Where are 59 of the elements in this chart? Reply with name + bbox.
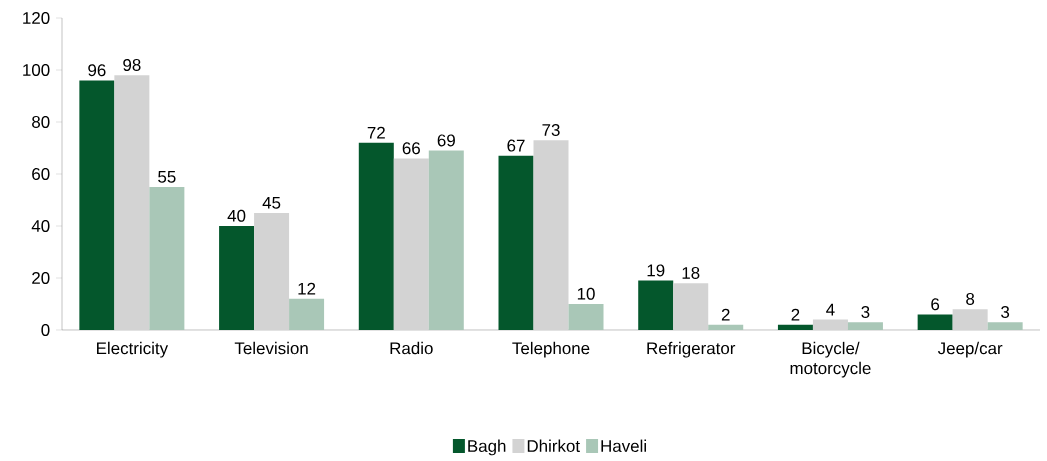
bar (917, 314, 953, 330)
bar (289, 298, 325, 330)
x-tick-label: Electricity (97, 341, 169, 358)
bar (254, 212, 290, 330)
bar (708, 324, 744, 330)
bar (219, 225, 255, 330)
bar (952, 309, 988, 330)
data-label: 66 (402, 142, 420, 155)
y-tick-label: 100 (23, 63, 50, 76)
y-tick-label: 0 (41, 323, 50, 336)
x-tick-label: Television (234, 341, 308, 355)
legend-label: Bagh (468, 439, 506, 456)
x-tick-label: Radio (390, 341, 433, 355)
bar (393, 158, 429, 330)
data-label: 3 (861, 305, 870, 318)
y-tick-label: 40 (31, 219, 50, 232)
bar (568, 303, 604, 330)
x-tick-label: Refrigerator (647, 341, 736, 358)
data-label: 10 (577, 287, 595, 300)
x-tick-label: Bicycle/ motorcycle (790, 341, 871, 378)
bar (812, 319, 848, 330)
legend-label: Dhirkot (527, 439, 580, 453)
data-label: 3 (1001, 305, 1010, 318)
data-label: 40 (227, 209, 246, 222)
bar (498, 155, 534, 330)
y-tick-label: 60 (32, 167, 50, 180)
bar (638, 280, 674, 330)
data-label: 19 (647, 264, 665, 277)
bar (149, 186, 185, 330)
bar (673, 283, 709, 330)
data-label: 18 (682, 266, 700, 279)
data-label: 12 (298, 282, 316, 295)
data-label: 2 (791, 308, 800, 321)
data-label: 2 (721, 308, 730, 321)
x-tick-label: Jeep/car (937, 341, 1003, 358)
y-tick-label: 120 (23, 11, 50, 24)
data-label: 8 (966, 292, 975, 305)
bar (428, 150, 464, 330)
bar (533, 140, 569, 330)
y-tick-label: 80 (32, 115, 50, 128)
data-label: 6 (931, 298, 940, 311)
bar (114, 75, 150, 330)
bar (777, 324, 813, 330)
data-label: 98 (123, 58, 141, 71)
legend-label: Haveli (601, 439, 646, 453)
data-label: 73 (542, 123, 560, 136)
data-label: 69 (437, 134, 455, 147)
data-label: 72 (367, 126, 385, 139)
x-tick-label: Telephone (512, 341, 590, 358)
data-label: 67 (507, 139, 525, 152)
data-label: 55 (158, 170, 176, 183)
bar (987, 322, 1023, 330)
y-tick-label: 20 (32, 271, 50, 284)
data-label: 96 (88, 64, 106, 77)
data-label: 4 (826, 303, 835, 316)
data-label: 45 (262, 196, 281, 209)
bar (358, 142, 394, 330)
bar (847, 322, 883, 330)
bar (79, 80, 115, 330)
